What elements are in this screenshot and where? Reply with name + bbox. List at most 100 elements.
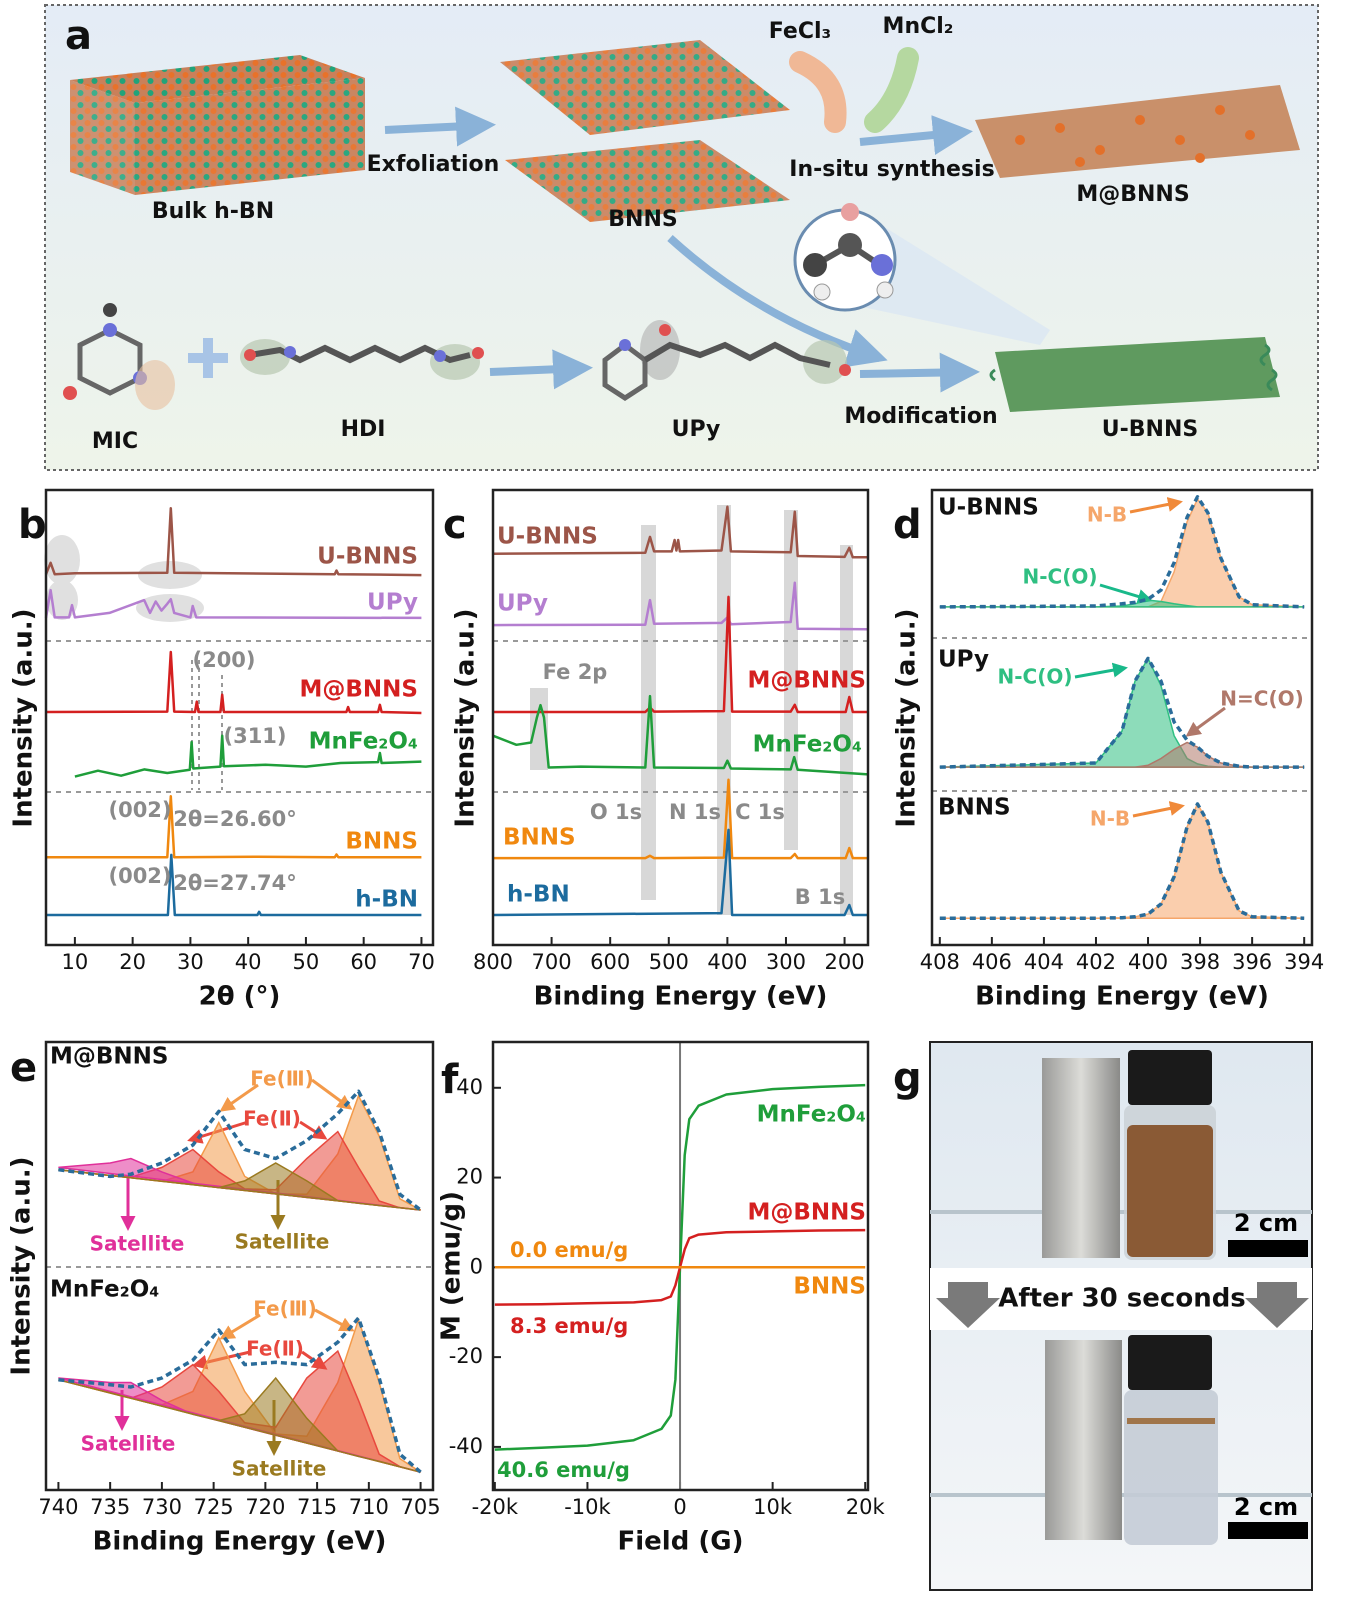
- x-tick-label: 600: [590, 950, 630, 974]
- ubnns-sheet: [995, 337, 1280, 412]
- component-label: N-B: [1090, 807, 1130, 831]
- x-tick-label: 402: [1076, 950, 1116, 974]
- component-label: N=C(O): [1220, 687, 1303, 711]
- arrow: [859, 352, 980, 393]
- series-label: BNNS: [793, 1274, 866, 1300]
- series-line: [44, 506, 422, 577]
- series-line: [45, 650, 422, 715]
- series-label: M@BNNS: [748, 1200, 866, 1226]
- series-line: [493, 595, 868, 714]
- annotation: 2θ=27.74°: [173, 871, 297, 895]
- x-tick-label: 396: [1232, 950, 1272, 974]
- series-label: UPy: [497, 591, 548, 617]
- panel-letter: c: [443, 502, 467, 548]
- tube: [864, 47, 919, 133]
- molecule: [803, 203, 894, 301]
- particles: [1015, 105, 1255, 167]
- arrow: [489, 349, 593, 390]
- series-label: BNNS: [503, 825, 576, 851]
- x-tick-label: 394: [1284, 950, 1324, 974]
- separator: [46, 640, 433, 793]
- scale-label: 2 cm: [1234, 1209, 1298, 1237]
- annotation: 0.0 emu/g: [510, 1238, 628, 1262]
- diagram-label: Bulk h-BN: [152, 199, 274, 224]
- annotation: (200): [192, 648, 255, 672]
- x-tick-label: 400: [707, 950, 747, 974]
- fit-component: [58, 1162, 421, 1211]
- x-tick-label: 40: [235, 950, 262, 974]
- annotation: 2θ=26.60°: [173, 807, 297, 831]
- y-tick-label: 40: [456, 1075, 483, 1099]
- x-tick-label: 10k: [753, 1495, 793, 1519]
- plot-frame: [44, 1040, 435, 1492]
- separator: [493, 640, 868, 793]
- x-tick-label: -10k: [564, 1495, 611, 1519]
- arrow: [1074, 496, 1226, 818]
- sheet: [500, 40, 790, 135]
- plot-frame: [930, 488, 1314, 947]
- plot-frame: [44, 488, 435, 947]
- y-tick-label: -40: [449, 1434, 483, 1458]
- panel-letter: a: [65, 13, 92, 59]
- x-axis-title: Binding Energy (eV): [975, 982, 1269, 1012]
- y-axis-title: M (emu/g): [437, 1191, 467, 1341]
- diagram-label: MIC: [92, 429, 138, 454]
- panel-letter: b: [18, 502, 47, 548]
- arrow: [667, 235, 888, 368]
- annotation: B 1s: [795, 885, 845, 909]
- caption: After 30 seconds: [998, 1284, 1246, 1314]
- series-line: [46, 794, 422, 859]
- series-line: [46, 853, 422, 917]
- x-tick-label: 408: [920, 950, 960, 974]
- component-label: Satellite: [235, 1230, 330, 1254]
- series-line: [492, 694, 869, 776]
- diagram-label: Modification: [844, 404, 997, 429]
- diagram-label: U-BNNS: [1102, 417, 1198, 442]
- component-label: Satellite: [81, 1432, 176, 1456]
- component-label: Satellite: [232, 1457, 327, 1481]
- panel-letter: f: [441, 1057, 459, 1103]
- y-axis-title: Intensity (a.u.): [9, 608, 39, 827]
- panel-letter: d: [893, 502, 922, 548]
- diagram-label: UPy: [672, 417, 721, 442]
- x-tick-label: 800: [473, 950, 513, 974]
- series-label: h-BN: [355, 887, 418, 913]
- component-label: Satellite: [90, 1232, 185, 1256]
- tube: [789, 51, 847, 133]
- x-tick-label: 705: [401, 1495, 441, 1519]
- x-tick-label: 0: [673, 1495, 686, 1519]
- plot-frame: [491, 488, 870, 947]
- annotation: 40.6 emu/g: [497, 1458, 630, 1482]
- mic-molecule: [63, 303, 175, 410]
- x-axis-title: Binding Energy (eV): [93, 1527, 387, 1557]
- series-line: [492, 581, 869, 631]
- component-label: Fe(Ⅱ): [243, 1107, 301, 1131]
- panel-letter: e: [10, 1045, 37, 1091]
- series-label: M@BNNS: [300, 677, 418, 703]
- x-tick-label: 740: [38, 1495, 78, 1519]
- series-label: MnFe₂O₄: [757, 1102, 866, 1128]
- x-tick-label: 406: [972, 950, 1012, 974]
- series-label: U-BNNS: [317, 544, 418, 570]
- series-line: [74, 734, 422, 778]
- x-tick-label: 20k: [846, 1495, 886, 1519]
- y-tick-label: 20: [456, 1165, 483, 1189]
- series-label: h-BN: [507, 882, 570, 908]
- component-label: N-C(O): [1023, 565, 1098, 589]
- series-label: BNNS: [345, 829, 418, 855]
- sheet: [505, 140, 790, 222]
- hdi-molecule: [240, 339, 484, 380]
- series-line: [493, 778, 868, 860]
- component-label: Fe(Ⅲ): [250, 1067, 314, 1091]
- plus: [188, 338, 228, 378]
- x-tick-label: 300: [766, 950, 806, 974]
- x-tick-label: 20: [119, 950, 146, 974]
- y-axis-title: Intensity (a.u.): [451, 608, 481, 827]
- annotation: (002): [108, 864, 171, 888]
- annotation: (002): [108, 798, 171, 822]
- component-label: Fe(Ⅱ): [246, 1337, 304, 1361]
- series-label: MnFe₂O₄: [50, 1277, 159, 1303]
- series-label: M@BNNS: [748, 668, 866, 694]
- series-label: BNNS: [938, 795, 1011, 821]
